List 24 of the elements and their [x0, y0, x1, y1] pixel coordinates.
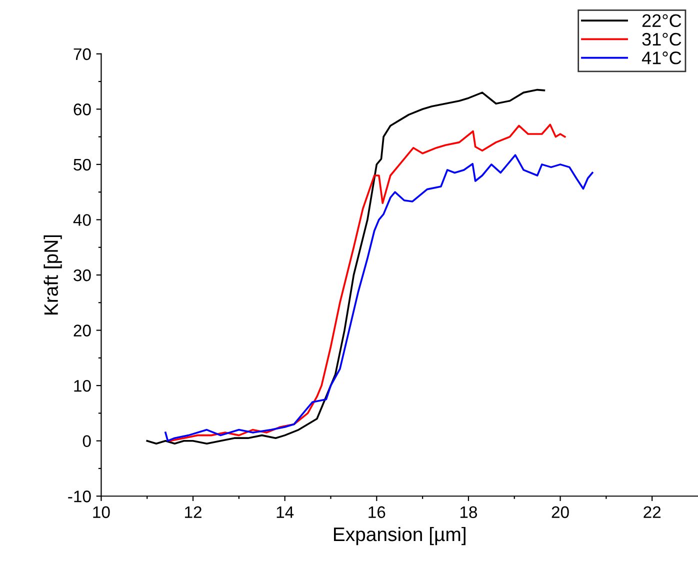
x-tick-label: 20 [552, 506, 569, 518]
x-tick-label: 22 [644, 506, 661, 518]
y-axis-title: Kraft [pN] [44, 235, 62, 314]
y-tick-label: 50 [74, 158, 91, 171]
x-axis-title: Expansion [µm] [334, 526, 466, 546]
x-tick-label: 10 [93, 506, 110, 518]
y-tick-label: 70 [74, 48, 91, 60]
y-tick-label: 10 [74, 380, 91, 392]
legend-label: 31°C [642, 32, 682, 46]
x-tick-label: 12 [185, 506, 202, 518]
line-series [164, 154, 594, 442]
line-series [169, 124, 566, 442]
y-tick-label: 0 [82, 435, 91, 448]
line-series [146, 88, 546, 445]
x-tick-label: 18 [460, 506, 478, 518]
y-tick-label: 40 [73, 214, 91, 226]
y-tick-label: -10 [68, 490, 91, 502]
x-tick-label: 14 [276, 506, 294, 518]
y-tick-label: 30 [74, 269, 91, 282]
legend-label: 41°C [642, 52, 682, 64]
y-tick-label: 20 [74, 324, 91, 336]
x-tick-label: 16 [368, 506, 386, 518]
legend-label: 22°C [642, 14, 682, 28]
y-tick-label: 60 [74, 104, 91, 116]
